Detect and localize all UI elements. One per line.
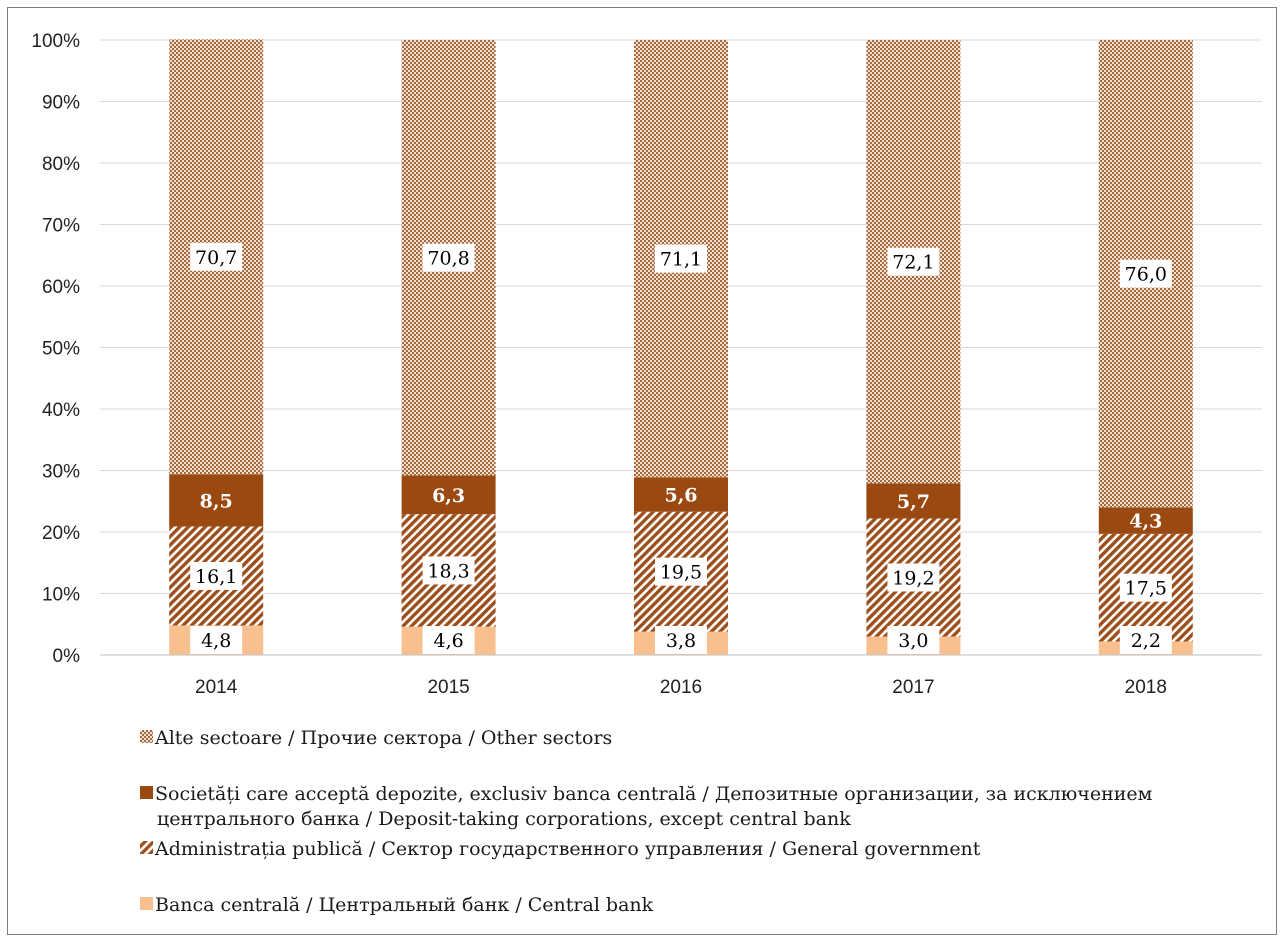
- data-label: 19,2: [892, 568, 934, 590]
- data-label: 3,8: [666, 630, 696, 652]
- x-tick-label: 2014: [195, 677, 238, 698]
- legend-swatch: [140, 897, 153, 910]
- y-tick-label: 80%: [42, 154, 80, 175]
- data-label: 70,7: [195, 247, 237, 269]
- data-label: 4,6: [433, 630, 463, 652]
- y-tick-label: 30%: [42, 462, 80, 483]
- legend-swatch: [140, 730, 153, 743]
- legend-label: Banca centrală / Центральный банк / Cent…: [155, 894, 654, 916]
- data-label-box: [422, 243, 475, 272]
- legend-swatch: [140, 786, 153, 799]
- data-label: 5,7: [897, 491, 930, 513]
- y-tick-label: 10%: [42, 585, 80, 606]
- y-tick-label: 20%: [42, 523, 80, 544]
- data-label: 71,1: [660, 249, 702, 271]
- y-tick-label: 90%: [42, 93, 80, 114]
- x-tick-label: 2018: [1125, 677, 1167, 698]
- data-label: 19,5: [660, 562, 702, 584]
- legend-label: центрального банка / Deposit-taking corp…: [157, 808, 851, 830]
- y-tick-label: 50%: [42, 339, 80, 360]
- data-label-box: [887, 626, 940, 654]
- data-label-box: [1119, 259, 1172, 288]
- bar-segment: [866, 483, 961, 519]
- data-label-box: [655, 626, 707, 654]
- bar-segment: [401, 475, 496, 515]
- data-label: 2,2: [1131, 630, 1161, 652]
- data-label-box: [190, 626, 243, 654]
- data-label: 6,3: [432, 485, 465, 507]
- data-label-box: [655, 557, 707, 586]
- data-label-box: [887, 563, 940, 592]
- data-label: 17,5: [1125, 578, 1167, 600]
- data-label-box: [190, 242, 243, 271]
- data-label-box: [887, 247, 940, 276]
- data-label: 76,0: [1125, 264, 1167, 286]
- data-label: 3,0: [898, 630, 928, 652]
- data-label: 4,3: [1129, 511, 1162, 533]
- legend-label: Administrația publică / Сектор государст…: [154, 838, 981, 860]
- bar-segment: [1098, 507, 1193, 534]
- bar-segment: [634, 477, 728, 512]
- data-labels: 4,8 16,1 8,5 70,7 4,6 18,3 6,3 70,8 3,8 19,5 5,6 71…: [190, 242, 1172, 654]
- chart-frame: [7, 7, 1277, 935]
- y-tick-label: 60%: [42, 277, 80, 298]
- x-axis: 2014 2015 2016 2017 2018: [100, 654, 1262, 698]
- data-label: 72,1: [892, 252, 934, 274]
- data-label-box: [655, 244, 707, 273]
- y-tick-label: 100%: [31, 31, 80, 52]
- data-label-box: [190, 561, 243, 590]
- data-label: 70,8: [427, 248, 469, 270]
- data-label: 4,8: [201, 630, 231, 652]
- data-label: 8,5: [200, 490, 233, 512]
- legend-label: Societăți care acceptă depozite, exclusi…: [155, 783, 1153, 805]
- x-tick-label: 2016: [660, 677, 702, 698]
- y-tick-label: 0%: [53, 646, 81, 667]
- x-tick-label: 2017: [892, 677, 934, 698]
- data-label: 16,1: [195, 566, 237, 588]
- data-label: 5,6: [664, 484, 697, 506]
- data-label-box: [1119, 626, 1172, 654]
- data-label: 18,3: [427, 560, 469, 582]
- x-tick-label: 2015: [427, 677, 469, 698]
- y-axis: 0% 10% 20% 30% 40% 50% 60% 70% 80% 90% 100%: [31, 31, 80, 667]
- legend-label: Alte sectoare / Прочие сектора / Other s…: [154, 727, 612, 749]
- data-label-box: [422, 556, 475, 585]
- y-tick-label: 40%: [42, 400, 80, 421]
- data-label-box: [1119, 573, 1172, 602]
- data-label-box: [422, 626, 475, 654]
- y-tick-label: 70%: [42, 216, 80, 237]
- bar-segment: [169, 474, 264, 527]
- legend: Alte sectoare / Прочие сектора / Other s…: [140, 727, 1153, 916]
- legend-swatch: [140, 841, 153, 854]
